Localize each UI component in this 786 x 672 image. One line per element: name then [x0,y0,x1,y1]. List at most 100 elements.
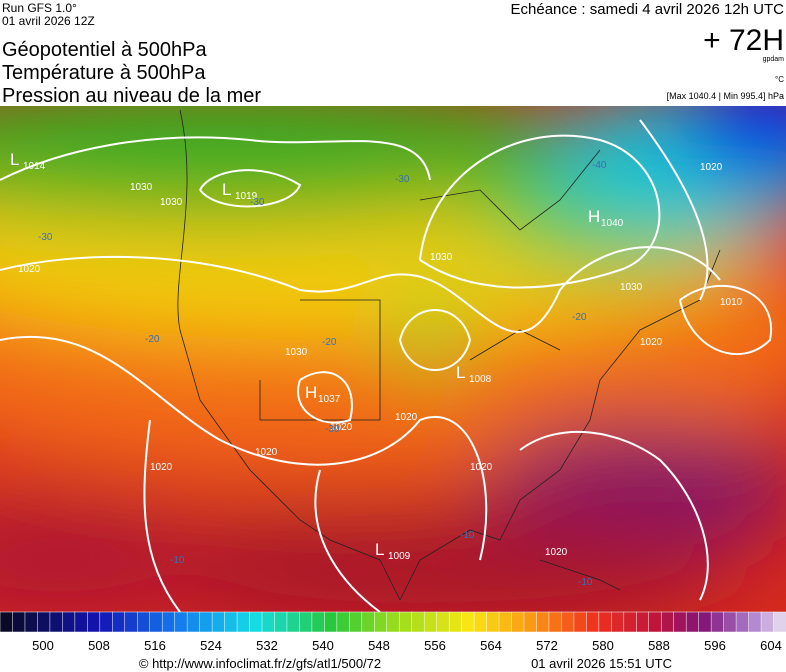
colorbar-swatch [87,611,101,633]
temp-label: -10 [170,555,185,566]
colorbar-swatch [523,611,538,633]
colorbar-swatch [760,611,775,633]
colorbar-swatch [374,611,388,633]
center-letter: H [305,383,317,402]
temp-label: -30 [325,424,340,435]
colorbar-swatch [685,611,700,633]
colorbar-label: 580 [592,638,614,653]
colorbar-swatch [49,611,64,633]
colorbar-swatch [62,611,76,633]
colorbar-swatch [224,611,238,633]
center-letter: L [10,150,19,169]
center-value: 1014 [23,161,46,172]
colorbar-label: 540 [312,638,334,653]
colorbar-swatch [710,611,725,633]
colorbar-swatch [423,611,438,633]
colorbar-swatch [24,611,39,633]
center-letter: H [588,207,600,226]
isobar-label: 1020 [470,462,493,473]
colorbar-swatch [37,611,51,633]
colorbar-swatch [648,611,662,633]
colorbar: 500 508 516 524 532 540 548 556 564 572 580 588 596 6… [0,611,786,653]
lead-time: + 72H [703,24,784,57]
colorbar-swatch [735,611,750,633]
colorbar-swatch [561,611,575,633]
colorbar-label: 596 [704,638,726,653]
colorbar-swatch [0,611,14,633]
temp-label: -30 [395,174,410,185]
isobar-label: 1020 [18,264,41,275]
temperature-labels: -30 -30 -30 -20 -20 -40 -20 -30 -10 -10 -10 [38,160,607,588]
center-value: 1040 [601,218,624,229]
run-date: 01 avril 2026 12Z [2,14,95,28]
colorbar-swatch [660,611,675,633]
colorbar-swatch [261,611,276,633]
colorbar-swatch [473,611,488,633]
isobar-label: 1030 [160,197,183,208]
colorbar-swatch [336,611,351,633]
colorbar-swatch [773,611,786,633]
colorbar-swatch [598,611,613,633]
colorbar-swatch [174,611,188,633]
colorbar-swatch [448,611,463,633]
colorbar-swatch [748,611,762,633]
temp-label: -20 [572,312,587,323]
isobar-label: 1020 [395,412,418,423]
center-letter: L [456,363,465,382]
colorbar-swatch [124,611,138,633]
colorbar-swatch [161,611,176,633]
colorbar-swatch [12,611,26,633]
temp-label: -10 [578,577,593,588]
colorbar-swatch [623,611,638,633]
colorbar-swatch [324,611,338,633]
isobar-label: 1020 [640,337,663,348]
colorbar-swatch [486,611,500,633]
colorbar-swatch [698,611,712,633]
colorbar-swatch [573,611,588,633]
colorbar-label: 524 [200,638,222,653]
source-url: © http://www.infoclimat.fr/z/gfs/atl1/50… [139,656,381,671]
title: Température à 500hPa [2,62,206,84]
colorbar-swatch [274,611,288,633]
colorbar-label: 516 [144,638,166,653]
isobar-label: 1020 [330,422,353,433]
isobar-label: 1030 [430,252,453,263]
pressure-range: [Max 1040.4 | Min 995.4] hPa [667,91,784,101]
colorbar-swatch [311,611,326,633]
center-letter: L [375,540,384,559]
colorbar-label: 556 [424,638,446,653]
colorbar-swatch [548,611,563,633]
colorbar-label: 564 [480,638,502,653]
temp-label: -10 [460,530,475,541]
temp-label: -30 [250,197,265,208]
colorbar-swatch [186,611,201,633]
colorbar-swatch [199,611,213,633]
isobar-labels: 1020 1030 1030 1020 1020 1030 1020 1030 1020 1020… [18,162,743,558]
temp-label: -20 [322,337,337,348]
colorbar-label: 604 [760,638,782,653]
colorbar-swatch [673,611,687,633]
center-value: 1009 [388,551,411,562]
colorbar-swatch [99,611,114,633]
temp-label: -20 [145,334,160,345]
isobar-label: 1010 [720,297,743,308]
colorbar-swatch [361,611,376,633]
isobar-label: 1030 [130,182,153,193]
center-value: 1019 [235,191,258,202]
colorbar-swatch [498,611,513,633]
colorbar-swatch [511,611,525,633]
colorbar-swatch [398,611,413,633]
colorbar-swatch [723,611,737,633]
temp-label: -40 [592,160,607,171]
center-value: 1008 [469,374,492,385]
run: Run GFS 1.0° [2,1,77,15]
unit: gpdam [763,56,785,63]
colorbar-label: 572 [536,638,558,653]
header: Run GFS 1.0° 01 avril 2026 12Z Géopotent… [2,1,784,107]
colorbar-swatch [136,611,151,633]
colorbar-label: 588 [648,638,670,653]
colorbar-swatch [411,611,425,633]
title: Pression au niveau de la mer [2,85,261,107]
